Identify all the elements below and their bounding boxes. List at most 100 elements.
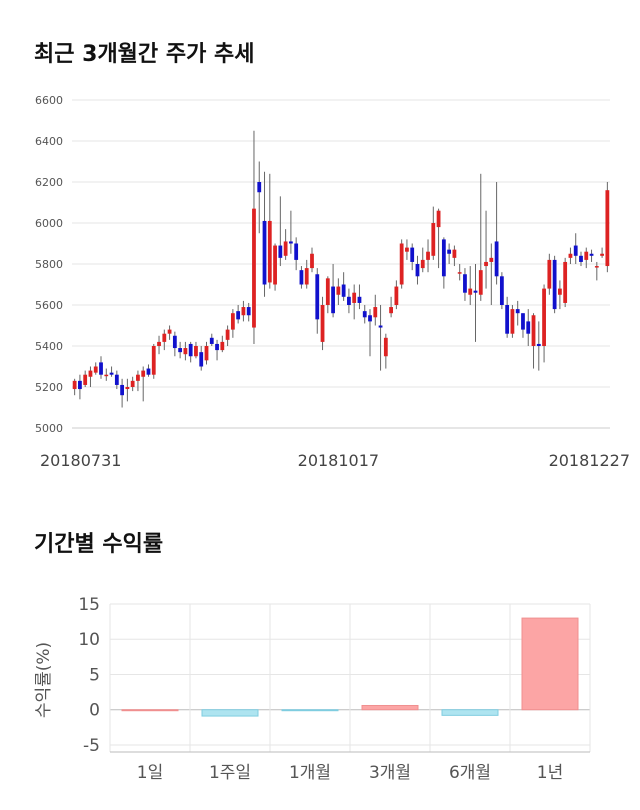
candle-body (563, 261, 568, 303)
candle-body (463, 274, 467, 293)
candle-body (494, 241, 499, 277)
price-y-tick-label: 6400 (35, 135, 63, 148)
candle-body (573, 245, 578, 256)
returns-bar (281, 709, 339, 712)
candle-body (209, 337, 214, 344)
returns-y-tick-label: 0 (89, 701, 100, 721)
price-y-tick-label: 5400 (35, 340, 63, 353)
candle-body (484, 261, 488, 267)
candle-body (120, 384, 125, 396)
returns-y-tick-label: 15 (78, 595, 100, 615)
candle-body (405, 247, 409, 252)
candle-body (241, 307, 246, 316)
candle-body (104, 374, 109, 377)
candle-body (246, 307, 251, 316)
candle-body (230, 313, 235, 330)
candle-body (489, 257, 494, 262)
candle-body (236, 311, 241, 320)
candle-body (457, 272, 462, 274)
returns-bar (521, 617, 579, 711)
candle-body (410, 247, 415, 262)
candle-body (584, 251, 589, 260)
candle-body (600, 253, 604, 256)
candle-body (431, 223, 436, 256)
candle-body (499, 276, 504, 305)
candle-body (157, 341, 161, 346)
candle-body (162, 333, 167, 342)
price-y-ticks: 5000 5200 5400 5600 5800 6000 6200 6400 6600 (35, 94, 63, 435)
candle-body (373, 307, 378, 318)
price-trend-title: 최근 3개월간 주가 추세 (34, 42, 255, 67)
candle-body (109, 372, 114, 375)
returns-x-tick-label: 1개월 (289, 763, 331, 783)
price-candlestick-chart: 5000 5200 5400 5600 5800 6000 6200 6400 6600 201… (35, 94, 630, 470)
candle-body (93, 366, 98, 373)
candle-body (394, 286, 399, 305)
candle-body (579, 255, 583, 262)
candle-body (589, 253, 594, 256)
candle-body (262, 220, 267, 285)
candle-body (125, 387, 130, 390)
returns-y-tick-label: 10 (78, 630, 100, 650)
candle-body (336, 286, 341, 295)
candle-body (172, 335, 177, 349)
candle-body (436, 210, 441, 228)
candle-body (552, 259, 557, 310)
candle-body (605, 190, 610, 267)
candle-body (146, 368, 151, 375)
price-y-tick-label: 6200 (35, 176, 63, 189)
candle-body (278, 245, 283, 258)
candle-body (478, 270, 483, 295)
candle-body (378, 325, 383, 328)
candle-body (368, 315, 372, 322)
candle-body (315, 274, 320, 320)
returns-x-tick-label: 6개월 (449, 763, 491, 783)
candle-body (88, 370, 93, 377)
returns-x-tick-label: 1년 (537, 763, 563, 783)
candle-body (447, 249, 452, 254)
returns-x-tick-label: 1일 (137, 763, 163, 783)
returns-bar (441, 709, 499, 716)
candle-body (283, 241, 288, 256)
candle-body (341, 284, 346, 297)
candle-body (273, 245, 277, 285)
candle-body (204, 346, 209, 361)
candle-body (304, 268, 309, 285)
candle-body (83, 374, 88, 385)
candle-body (136, 374, 140, 381)
candle-body (347, 296, 351, 305)
candle-body (310, 253, 314, 269)
candle-body (415, 264, 420, 277)
price-y-tick-label: 6600 (35, 94, 63, 107)
candle-body (151, 346, 156, 375)
candle-body (178, 348, 183, 353)
returns-y-axis-label: 수익률(%) (34, 642, 54, 718)
candle-body (215, 343, 219, 351)
candle-body (383, 337, 388, 357)
candle-body (389, 307, 394, 314)
candle-body (99, 362, 103, 375)
returns-x-ticks: 1일 1주일 1개월 3개월 6개월 1년 (137, 763, 563, 783)
candle-body (531, 315, 536, 346)
candle-body (468, 288, 473, 295)
returns-y-tick-label: -5 (83, 736, 100, 756)
candle-body (510, 309, 515, 334)
candle-body (194, 346, 198, 357)
candle-body (299, 270, 304, 285)
candle-body (331, 286, 335, 314)
candle-body (568, 253, 573, 258)
price-grid (72, 99, 610, 429)
candle-body (183, 348, 188, 355)
candle-body (225, 329, 230, 340)
candle-body (252, 208, 256, 328)
price-x-tick-label: 20180731 (40, 451, 121, 470)
candle-body (257, 182, 262, 193)
returns-y-tick-label: 5 (89, 665, 100, 685)
price-x-tick-label: 20181227 (549, 451, 630, 470)
returns-bar (361, 704, 419, 711)
candle-body (294, 243, 299, 260)
candle-body (515, 309, 520, 314)
candle-body (547, 259, 552, 289)
candle-body (114, 374, 119, 385)
price-y-tick-label: 5800 (35, 258, 63, 271)
